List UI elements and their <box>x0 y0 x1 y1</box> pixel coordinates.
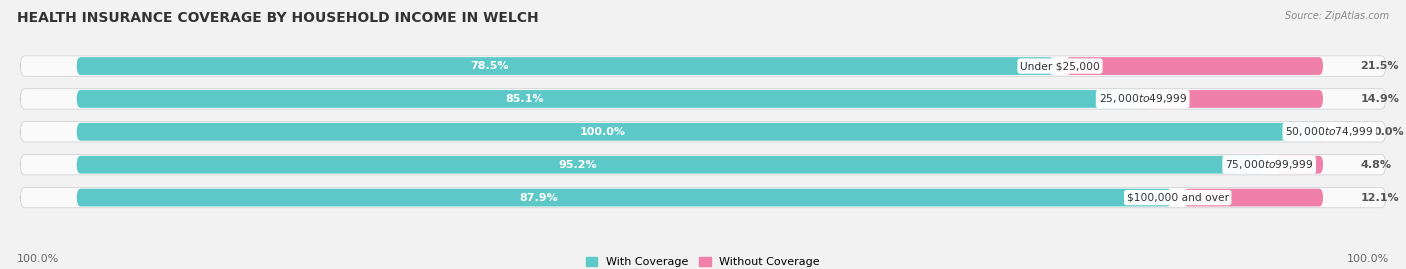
FancyBboxPatch shape <box>20 89 1386 109</box>
Text: 12.1%: 12.1% <box>1361 193 1399 203</box>
FancyBboxPatch shape <box>20 122 1386 142</box>
FancyBboxPatch shape <box>77 189 1171 206</box>
Text: $50,000 to $74,999: $50,000 to $74,999 <box>1285 125 1374 138</box>
Text: 0.0%: 0.0% <box>1374 127 1403 137</box>
Text: 100.0%: 100.0% <box>1347 254 1389 264</box>
Legend: With Coverage, Without Coverage: With Coverage, Without Coverage <box>582 253 824 269</box>
Text: 95.2%: 95.2% <box>558 160 598 170</box>
Text: 78.5%: 78.5% <box>471 61 509 71</box>
FancyBboxPatch shape <box>20 56 1386 76</box>
FancyBboxPatch shape <box>1149 90 1323 108</box>
FancyBboxPatch shape <box>77 156 1263 174</box>
FancyBboxPatch shape <box>1275 156 1323 174</box>
FancyBboxPatch shape <box>20 187 1386 208</box>
FancyBboxPatch shape <box>1184 189 1323 206</box>
Text: Under $25,000: Under $25,000 <box>1021 61 1099 71</box>
FancyBboxPatch shape <box>20 154 1386 175</box>
Text: 21.5%: 21.5% <box>1361 61 1399 71</box>
Text: $75,000 to $99,999: $75,000 to $99,999 <box>1225 158 1313 171</box>
Text: $25,000 to $49,999: $25,000 to $49,999 <box>1098 93 1187 105</box>
Text: 100.0%: 100.0% <box>17 254 59 264</box>
FancyBboxPatch shape <box>77 123 1323 141</box>
Text: 100.0%: 100.0% <box>579 127 626 137</box>
FancyBboxPatch shape <box>77 57 1053 75</box>
Text: HEALTH INSURANCE COVERAGE BY HOUSEHOLD INCOME IN WELCH: HEALTH INSURANCE COVERAGE BY HOUSEHOLD I… <box>17 11 538 25</box>
Text: 87.9%: 87.9% <box>520 193 558 203</box>
Text: 14.9%: 14.9% <box>1361 94 1399 104</box>
FancyBboxPatch shape <box>77 90 1136 108</box>
Text: 4.8%: 4.8% <box>1361 160 1392 170</box>
Text: 85.1%: 85.1% <box>505 94 544 104</box>
Text: $100,000 and over: $100,000 and over <box>1126 193 1229 203</box>
Text: Source: ZipAtlas.com: Source: ZipAtlas.com <box>1285 11 1389 21</box>
FancyBboxPatch shape <box>1066 57 1323 75</box>
